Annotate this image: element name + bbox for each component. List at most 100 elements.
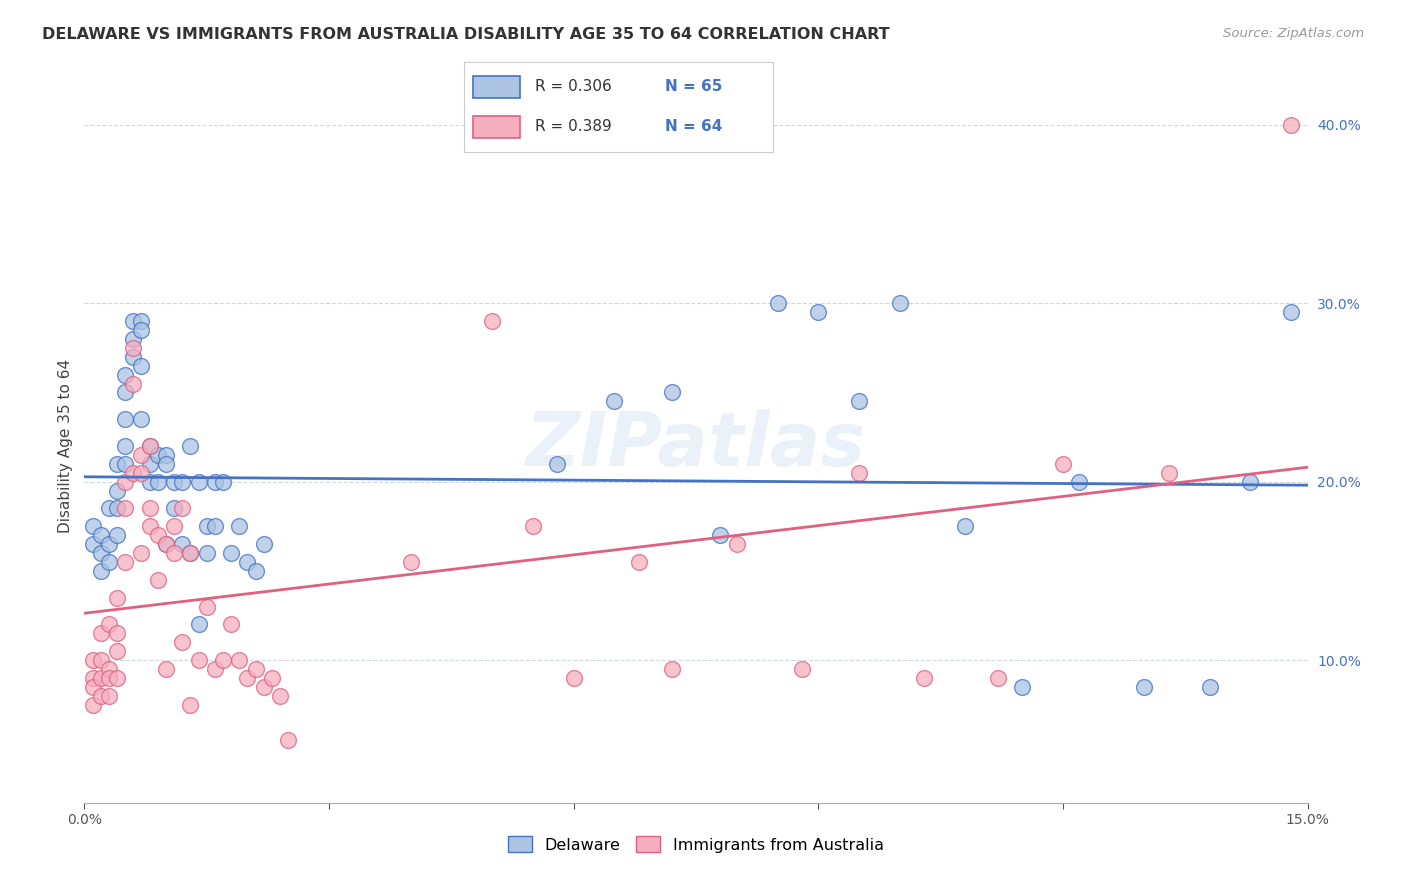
Point: [163, 519, 186, 533]
Point: [912, 671, 935, 685]
Text: Source: ZipAtlas.com: Source: ZipAtlas.com: [1223, 27, 1364, 40]
Point: [131, 314, 153, 328]
Point: [1069, 475, 1091, 489]
Point: [146, 475, 169, 489]
Point: [172, 475, 194, 489]
Point: [82, 653, 104, 667]
Point: [131, 466, 153, 480]
Point: [122, 341, 145, 355]
Point: [1011, 680, 1033, 694]
Point: [97, 671, 120, 685]
Point: [179, 698, 201, 712]
Point: [114, 439, 136, 453]
Point: [114, 385, 136, 400]
Point: [138, 439, 160, 453]
Point: [114, 501, 136, 516]
Point: [766, 296, 789, 310]
Point: [1052, 457, 1074, 471]
Point: [97, 555, 120, 569]
Point: [627, 555, 650, 569]
Point: [122, 332, 145, 346]
Point: [163, 546, 186, 560]
Point: [546, 457, 568, 471]
Point: [114, 457, 136, 471]
Point: [179, 439, 201, 453]
Point: [236, 555, 259, 569]
Point: [90, 671, 112, 685]
Point: [204, 475, 226, 489]
Point: [953, 519, 976, 533]
Point: [105, 591, 128, 605]
Point: [97, 617, 120, 632]
Point: [277, 733, 299, 747]
Point: [155, 537, 177, 551]
Point: [114, 555, 136, 569]
Point: [522, 519, 544, 533]
Point: [155, 448, 177, 462]
Point: [790, 662, 813, 676]
Point: [172, 537, 194, 551]
Point: [82, 680, 104, 694]
Point: [807, 305, 830, 319]
Point: [1279, 305, 1302, 319]
Point: [195, 599, 218, 614]
FancyBboxPatch shape: [474, 116, 520, 138]
Point: [195, 519, 218, 533]
Point: [105, 457, 128, 471]
Point: [146, 573, 169, 587]
Point: [195, 546, 218, 560]
Point: [90, 626, 112, 640]
Point: [155, 662, 177, 676]
Point: [179, 546, 201, 560]
Point: [155, 537, 177, 551]
Point: [253, 680, 276, 694]
Point: [122, 466, 145, 480]
Point: [987, 671, 1010, 685]
Point: [260, 671, 283, 685]
Point: [114, 412, 136, 426]
Y-axis label: Disability Age 35 to 64: Disability Age 35 to 64: [58, 359, 73, 533]
Point: [204, 519, 226, 533]
Text: ZIPatlas: ZIPatlas: [526, 409, 866, 483]
Point: [138, 457, 160, 471]
Point: [219, 617, 242, 632]
Point: [155, 457, 177, 471]
FancyBboxPatch shape: [474, 76, 520, 98]
Point: [131, 323, 153, 337]
Point: [212, 653, 235, 667]
Point: [82, 537, 104, 551]
Point: [114, 368, 136, 382]
Point: [114, 475, 136, 489]
Point: [228, 519, 250, 533]
Point: [82, 671, 104, 685]
Point: [269, 689, 291, 703]
Text: N = 64: N = 64: [665, 120, 723, 134]
Text: N = 65: N = 65: [665, 79, 723, 94]
Legend: Delaware, Immigrants from Australia: Delaware, Immigrants from Australia: [502, 830, 890, 859]
Point: [172, 501, 194, 516]
Point: [163, 475, 186, 489]
Point: [245, 662, 267, 676]
Point: [889, 296, 911, 310]
Point: [90, 546, 112, 560]
Point: [399, 555, 422, 569]
Point: [219, 546, 242, 560]
Point: [1239, 475, 1261, 489]
Point: [105, 671, 128, 685]
Point: [138, 475, 160, 489]
Point: [97, 689, 120, 703]
Point: [105, 626, 128, 640]
Point: [146, 448, 169, 462]
Point: [122, 350, 145, 364]
Point: [709, 528, 731, 542]
Point: [138, 519, 160, 533]
Point: [90, 689, 112, 703]
Point: [245, 564, 267, 578]
Point: [82, 698, 104, 712]
Point: [848, 466, 870, 480]
Point: [90, 528, 112, 542]
Point: [97, 662, 120, 676]
Point: [603, 394, 626, 409]
Point: [90, 653, 112, 667]
Point: [236, 671, 259, 685]
